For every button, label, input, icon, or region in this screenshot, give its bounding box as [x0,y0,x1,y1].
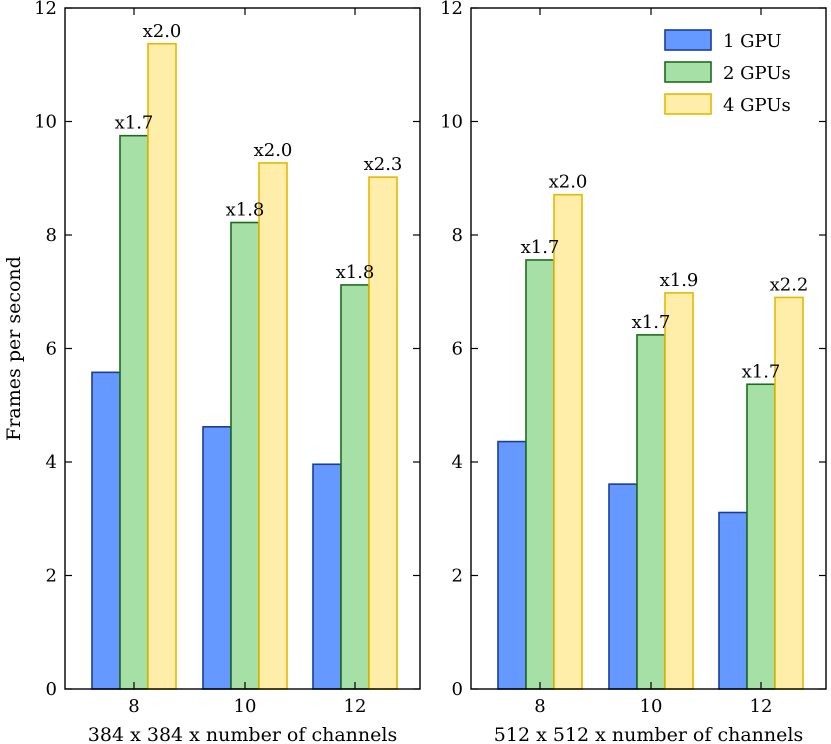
speedup-annotation: x1.8 [336,262,375,283]
panel-1: 8 10 12 x1.7 x2.0 x1.8 x2.0 x1.8 x2.3 0 2 4 6 8 10 12 38… [3,0,421,744]
x-axis-label: 384 x 384 x number of channels [88,724,397,744]
speedup-annotation: x1.7 [632,312,671,333]
bar-2-gpus-10 [230,221,260,690]
x-tick-label: 12 [750,696,773,717]
y-tick-label: 4 [452,452,463,473]
bar-1-gpu-12 [312,463,342,690]
legend-swatch-4-gpus [664,93,712,115]
speedup-annotation: x2.0 [254,140,293,161]
bar-4-gpus-10 [258,162,288,690]
y-tick-label: 2 [452,566,463,587]
bar-4-gpus-12 [368,176,398,690]
x-tick-label: 12 [344,696,367,717]
legend: 1 GPU 2 GPUs 4 GPUs [664,29,791,116]
bar-4-gpus-8 [147,42,177,690]
legend-swatch-2-gpus [664,61,712,83]
plot-frame [64,7,421,690]
speedup-annotation: x2.2 [770,274,809,295]
x-tick-label: 8 [128,696,139,717]
x-tick-label: 10 [640,696,663,717]
bar-1-gpu-12 [718,511,748,690]
x-tick-label: 10 [234,696,257,717]
legend-label-4-gpus: 4 GPUs [723,95,791,116]
bar-4-gpus-12 [774,296,804,690]
y-tick-label: 8 [46,225,57,246]
y-tick-label: 10 [34,112,57,133]
plot-frame [470,7,827,690]
speedup-annotation: x1.7 [742,361,781,382]
y-tick-label: 8 [452,225,463,246]
speedup-annotation: x2.0 [143,21,182,42]
bar-1-gpu-10 [202,426,232,690]
y-tick-label: 12 [440,0,463,19]
bar-2-gpus-10 [636,334,666,690]
speedup-annotation: x1.9 [660,270,699,291]
speedup-annotation: x1.8 [226,200,265,221]
speedup-annotation: x2.0 [549,172,588,193]
bar-1-gpu-10 [608,483,638,690]
bar-1-gpu-8 [497,440,527,690]
bar-2-gpus-12 [340,284,370,690]
y-tick-label: 0 [452,679,463,700]
legend-label-1-gpu: 1 GPU [723,31,782,52]
x-tick-label: 8 [534,696,545,717]
y-tick-label: 2 [46,566,57,587]
bar-2-gpus-8 [525,259,555,690]
bar-4-gpus-8 [553,193,583,690]
y-tick-label: 12 [34,0,57,19]
bar-4-gpus-10 [664,292,694,690]
y-tick-label: 4 [46,452,57,473]
y-axis-label: Frames per second [3,256,25,441]
x-axis-label: 512 x 512 x number of channels [494,724,803,744]
bar-2-gpus-8 [119,134,149,690]
bar-1-gpu-8 [91,371,121,690]
speedup-annotation: x2.3 [364,154,403,175]
speedup-annotation: x1.7 [115,113,154,134]
speedup-annotation: x1.7 [521,237,560,258]
y-tick-label: 6 [46,339,57,360]
y-tick-label: 6 [452,339,463,360]
bar-2-gpus-12 [746,383,776,690]
legend-label-2-gpus: 2 GPUs [723,63,791,84]
legend-swatch-1-gpu [664,29,712,51]
panel-2: 8 10 12 x1.7 x2.0 x1.7 x1.9 x1.7 x2.2 0 2 4 6 8 10 12 51… [440,0,827,744]
y-tick-label: 10 [440,112,463,133]
y-tick-label: 0 [46,679,57,700]
